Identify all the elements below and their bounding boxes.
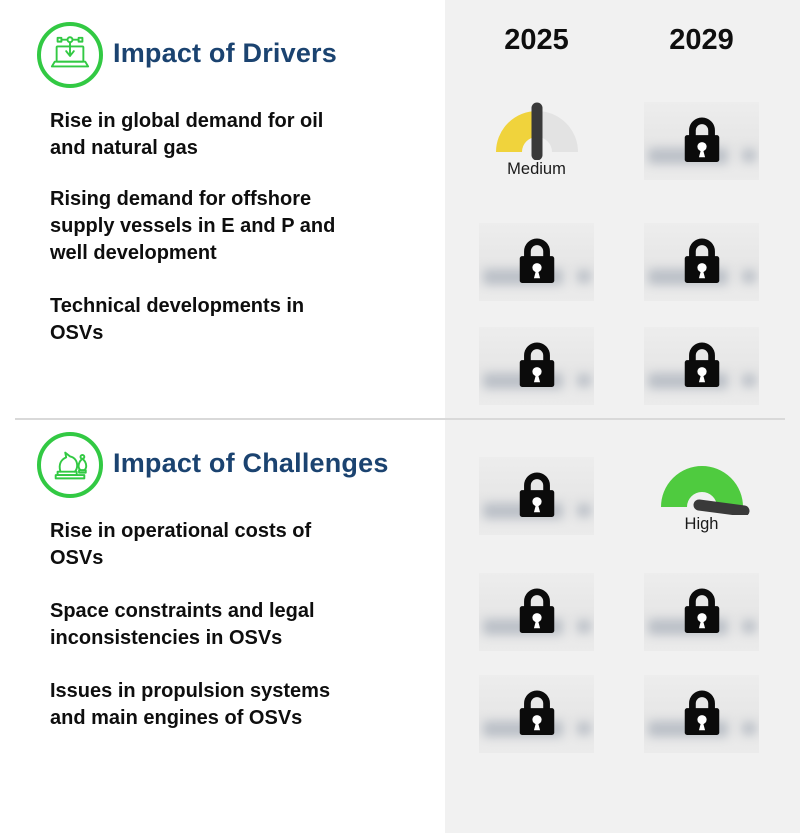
- driver1-2025-gauge-medium: Medium: [479, 98, 594, 190]
- lock-icon: [684, 342, 719, 387]
- blurred-value: [577, 722, 591, 735]
- challenge3-2025-locked-cell[interactable]: [479, 675, 594, 753]
- gauge-medium-icon: [495, 102, 578, 160]
- lock-icon: [519, 690, 554, 735]
- driver2-2025-locked-cell[interactable]: [479, 223, 594, 301]
- drivers-section-title: Impact of Drivers: [113, 38, 337, 68]
- challenge2-2029-locked-cell[interactable]: [644, 573, 759, 651]
- section-divider: [15, 418, 785, 420]
- column-header-2025: 2025: [504, 24, 569, 56]
- lock-icon: [684, 238, 719, 283]
- challenge1-2029-gauge-high: High: [644, 453, 759, 545]
- blurred-value: [577, 374, 591, 387]
- lock-icon: [519, 472, 554, 517]
- challenge-item-2: Space constraints and legal inconsistenc…: [50, 600, 315, 649]
- digital-transformation-icon: [50, 36, 90, 68]
- driver2-2029-locked-cell[interactable]: [644, 223, 759, 301]
- lock-icon: [519, 342, 554, 387]
- challenge3-2029-locked-cell[interactable]: [644, 675, 759, 753]
- gauge-high-icon: [660, 466, 749, 515]
- blurred-value: [742, 270, 756, 283]
- lock-icon: [519, 588, 554, 633]
- driver-item-3: Technical developments in OSVs: [50, 295, 305, 344]
- challenge1-2025-locked-cell[interactable]: [479, 457, 594, 535]
- challenge-item-3: Issues in propulsion systems and main en…: [50, 680, 331, 729]
- lock-icon: [519, 238, 554, 283]
- challenges-section-title: Impact of Challenges: [113, 448, 389, 478]
- driver3-2025-locked-cell[interactable]: [479, 327, 594, 405]
- driver1-2029-locked-cell[interactable]: [644, 102, 759, 180]
- blurred-value: [742, 149, 756, 162]
- driver3-2029-locked-cell[interactable]: [644, 327, 759, 405]
- blurred-value: [577, 504, 591, 517]
- challenge2-2025-locked-cell[interactable]: [479, 573, 594, 651]
- lock-icon: [684, 690, 719, 735]
- challenges-section-icon: [37, 432, 103, 498]
- blurred-value: [577, 620, 591, 633]
- blurred-value: [742, 374, 756, 387]
- blurred-value: [742, 620, 756, 633]
- challenge-item-1: Rise in operational costs of OSVs: [50, 520, 312, 569]
- gauge-needle: [693, 499, 749, 515]
- driver-item-2: Rising demand for offshore supply vessel…: [50, 188, 336, 264]
- gauge-medium-label: Medium: [507, 160, 566, 178]
- gauge-high-label: High: [684, 515, 719, 533]
- drivers-section-icon: [37, 22, 103, 88]
- chess-strategy-icon: [54, 451, 88, 480]
- blurred-value: [742, 722, 756, 735]
- lock-icon: [684, 117, 719, 162]
- blurred-value: [577, 270, 591, 283]
- lock-icon: [684, 588, 719, 633]
- column-header-2029: 2029: [669, 24, 734, 56]
- driver-item-1: Rise in global demand for oil and natura…: [50, 110, 324, 159]
